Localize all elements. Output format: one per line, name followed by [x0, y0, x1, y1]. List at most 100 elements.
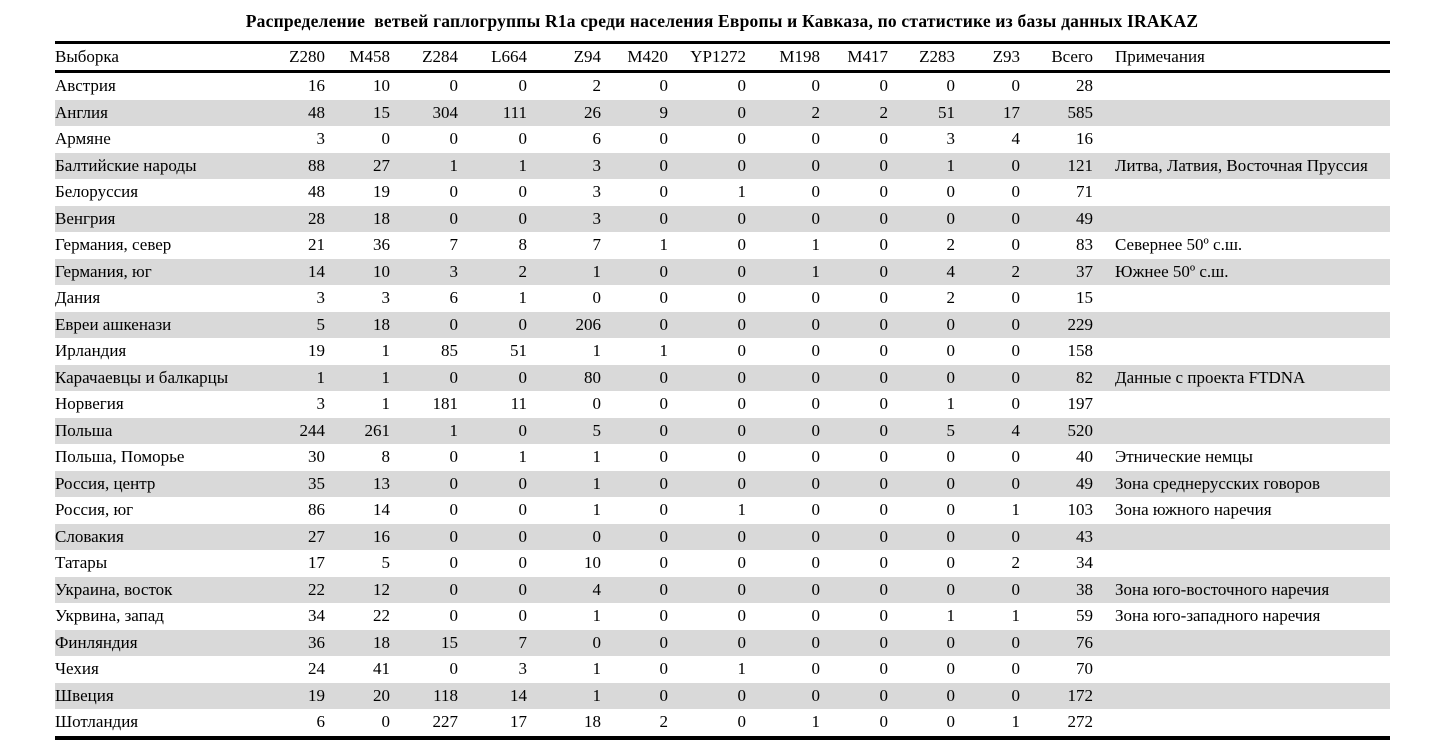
value-cell-z280: 19	[308, 341, 325, 360]
table-row: Укрвина, запад 34 22 0 0 1 0 0 0 0 1 1 59 Зона юго-за…	[55, 603, 1390, 630]
value-cell-z94: 6	[592, 129, 602, 148]
total-cell: 16	[1076, 129, 1093, 148]
value-cell-z283: 4	[946, 261, 956, 281]
sample-name-cell: Татары	[55, 553, 108, 572]
value-cell-l664: 1	[518, 288, 528, 307]
value-cell-z284: 15	[441, 632, 458, 652]
value-cell-m420: 0	[659, 473, 669, 493]
value-cell-z284: 0	[449, 367, 459, 387]
value-cell-z283: 0	[946, 526, 956, 546]
value-cell-m417: 0	[879, 553, 889, 572]
value-cell-z280: 36	[308, 632, 325, 652]
value-cell-yp1272: 0	[737, 420, 747, 440]
table-row: Финляндия 36 18 15 7 0 0 0 0 0 0 0 76	[55, 629, 1390, 656]
sample-name-cell: Польша	[55, 420, 113, 440]
value-cell-m198: 0	[811, 685, 821, 705]
total-cell: 15	[1076, 288, 1093, 307]
value-cell-z93: 0	[1011, 632, 1021, 652]
value-cell-m198: 0	[811, 500, 821, 519]
note-cell: Данные с проекта FTDNA	[1115, 367, 1306, 387]
value-cell-m420: 0	[659, 182, 669, 201]
sample-name-cell: Венгрия	[55, 208, 116, 228]
value-cell-m458: 3	[381, 288, 391, 307]
value-cell-z284: 0	[449, 500, 459, 519]
total-cell: 103	[1067, 500, 1094, 519]
value-cell-m417: 0	[879, 394, 889, 413]
value-cell-yp1272: 0	[737, 606, 747, 625]
value-cell-z280: 27	[308, 526, 325, 546]
value-cell-z283: 0	[946, 314, 956, 334]
value-cell-z94: 206	[575, 314, 602, 334]
value-cell-z94: 3	[592, 182, 602, 201]
value-cell-z93: 0	[1011, 288, 1021, 307]
value-cell-m198: 0	[811, 182, 821, 201]
value-cell-z93: 4	[1011, 420, 1021, 440]
value-cell-m198: 0	[811, 314, 821, 334]
table-row: Англия 48 15 304 111 26 9 0 2 2 51 17 585	[55, 99, 1390, 126]
value-cell-yp1272: 0	[737, 208, 747, 228]
table-row: Шотландия 6 0 227 17 18 2 0 1 0 0 1 272	[55, 709, 1390, 738]
value-cell-z283: 5	[946, 420, 956, 440]
value-cell-z284: 0	[449, 314, 459, 334]
value-cell-z93: 1	[1011, 500, 1021, 519]
value-cell-z93: 17	[1003, 102, 1020, 122]
value-cell-m420: 1	[659, 235, 669, 254]
note-cell	[1093, 285, 1390, 312]
value-cell-z280: 244	[299, 420, 326, 440]
value-cell-l664: 0	[518, 76, 528, 95]
value-cell-m458: 20	[373, 685, 390, 705]
value-cell-z94: 3	[592, 155, 602, 175]
value-cell-yp1272: 0	[737, 447, 747, 466]
table-body: Австрия 16 10 0 0 2 0 0 0 0 0 0 28 Англия 48 15 304 111 26…	[55, 72, 1390, 738]
value-cell-m417: 0	[879, 579, 889, 599]
value-cell-z280: 21	[308, 235, 325, 254]
sample-name-cell: Армяне	[55, 129, 111, 148]
value-cell-z283: 0	[946, 712, 956, 731]
value-cell-m198: 0	[811, 473, 821, 493]
value-cell-m198: 0	[811, 659, 821, 678]
value-cell-l664: 2	[518, 261, 528, 281]
value-cell-m420: 0	[659, 314, 669, 334]
table-row: Балтийские народы 88 27 1 1 3 0 0 0 0 1 0 121 Литва, …	[55, 152, 1390, 179]
table-row: Россия, центр 35 13 0 0 1 0 0 0 0 0 0 49 Зона среднер…	[55, 470, 1390, 497]
total-cell: 197	[1067, 394, 1094, 413]
column-header-z93: Z93	[992, 47, 1020, 66]
value-cell-z284: 1	[449, 420, 459, 440]
value-cell-z280: 35	[308, 473, 325, 493]
value-cell-m417: 0	[879, 314, 889, 334]
value-cell-m198: 0	[811, 367, 821, 387]
table-row: Швеция 19 20 118 14 1 0 0 0 0 0 0 172	[55, 682, 1390, 709]
value-cell-yp1272: 0	[737, 632, 747, 652]
total-cell: 121	[1067, 155, 1094, 175]
value-cell-l664: 0	[518, 208, 528, 228]
column-header-z284: Z284	[422, 47, 458, 66]
value-cell-yp1272: 0	[737, 261, 747, 281]
value-cell-z280: 14	[308, 261, 325, 281]
value-cell-z94: 80	[584, 367, 601, 387]
value-cell-z283: 0	[946, 632, 956, 652]
value-cell-m458: 8	[381, 447, 391, 466]
note-cell	[1093, 312, 1390, 339]
value-cell-m198: 0	[811, 606, 821, 625]
sample-name-cell: Германия, север	[55, 235, 172, 254]
total-cell: 59	[1076, 606, 1093, 625]
value-cell-z93: 0	[1011, 182, 1021, 201]
value-cell-z284: 0	[449, 473, 459, 493]
table-row: Норвегия 3 1 181 11 0 0 0 0 0 1 0 197	[55, 391, 1390, 418]
value-cell-z284: 1	[449, 155, 459, 175]
value-cell-yp1272: 1	[737, 182, 747, 201]
value-cell-m198: 0	[811, 632, 821, 652]
value-cell-yp1272: 0	[737, 526, 747, 546]
value-cell-m458: 1	[381, 341, 391, 360]
value-cell-m198: 0	[811, 553, 821, 572]
note-cell: Этнические немцы	[1115, 447, 1253, 466]
value-cell-m420: 0	[659, 288, 669, 307]
total-cell: 38	[1076, 579, 1093, 599]
value-cell-z283: 0	[946, 182, 956, 201]
value-cell-z280: 86	[308, 500, 325, 519]
value-cell-z94: 1	[592, 261, 602, 281]
total-cell: 272	[1067, 712, 1094, 731]
value-cell-m458: 15	[373, 102, 390, 122]
sample-name-cell: Германия, юг	[55, 261, 152, 281]
value-cell-z94: 18	[584, 712, 601, 731]
